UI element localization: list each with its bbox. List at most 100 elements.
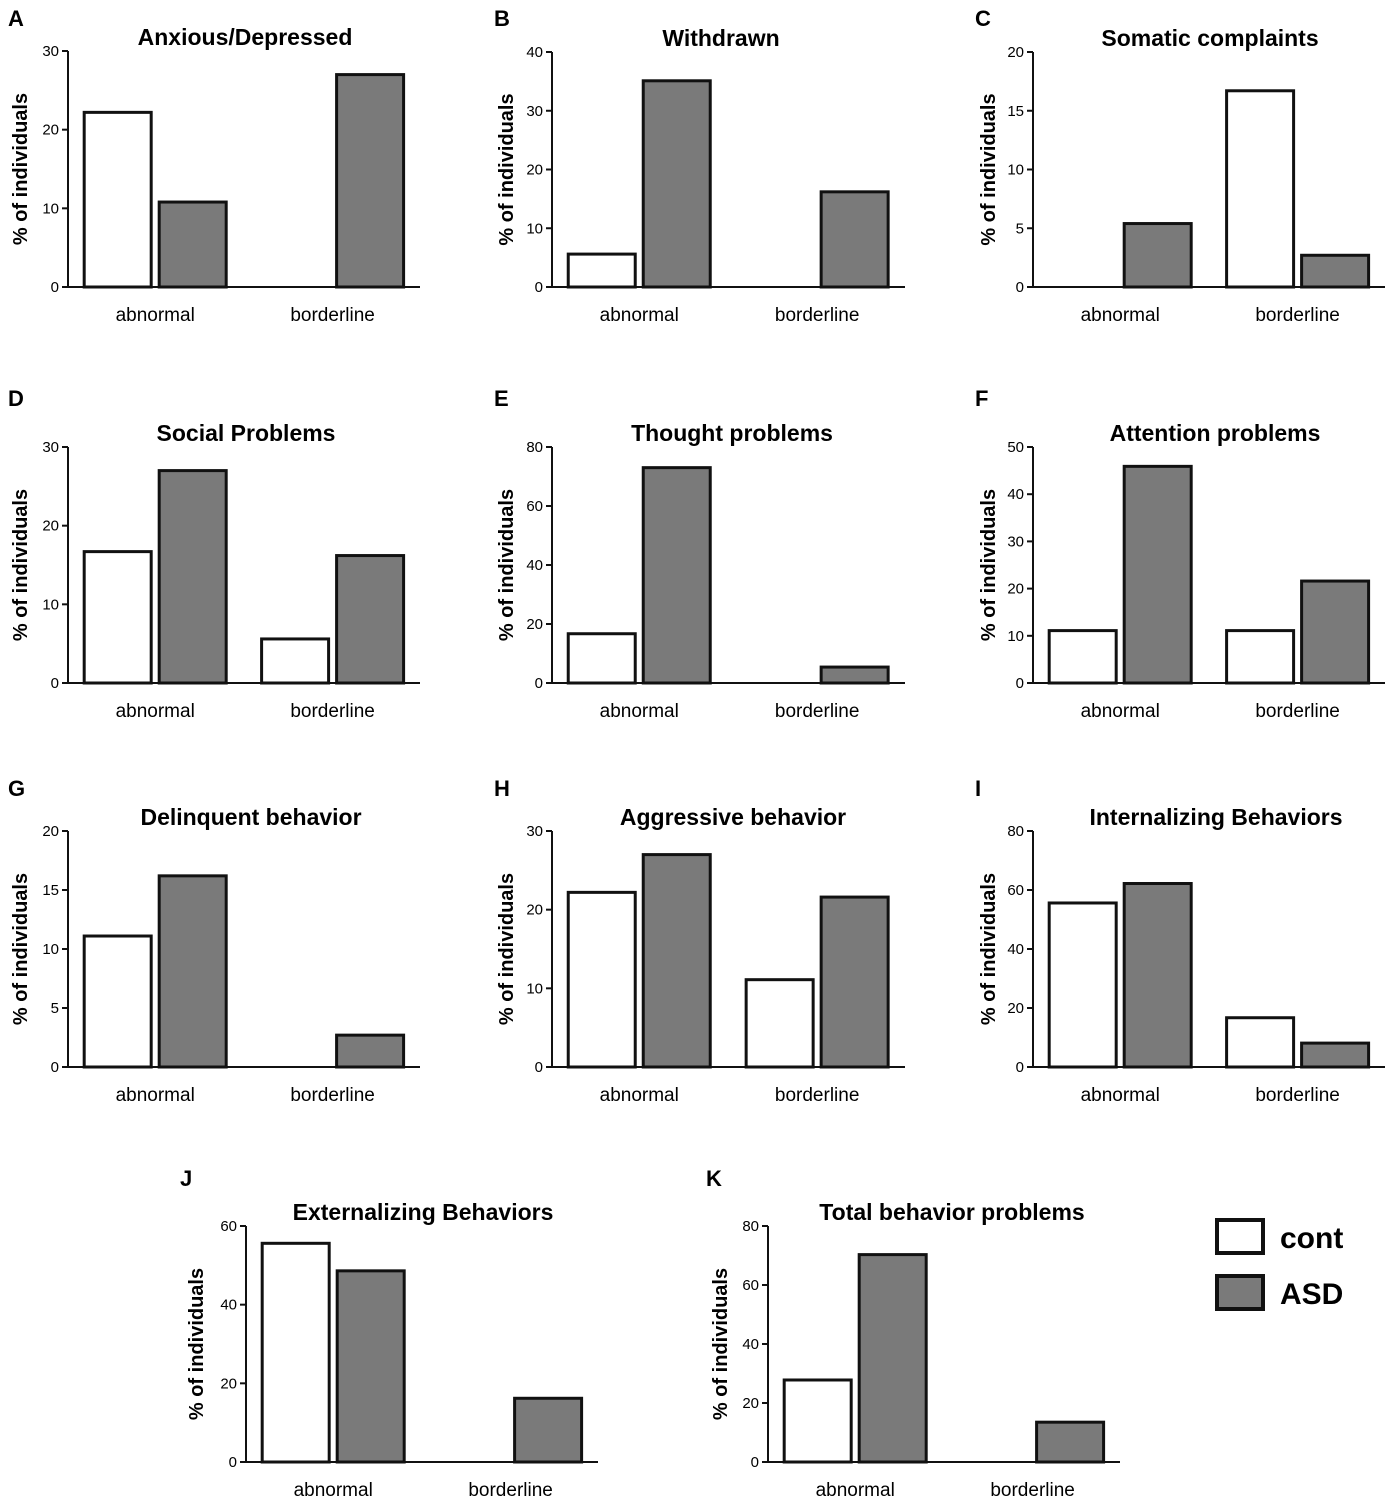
- bar-cont-abnormal: [1047, 901, 1118, 1069]
- y-tick-label: 20: [526, 162, 543, 179]
- x-category-label: borderline: [468, 1480, 553, 1500]
- y-tick-label: 0: [51, 675, 59, 692]
- bar-asd-abnormal: [157, 200, 228, 289]
- panel-letter: E: [494, 386, 509, 411]
- bar-cont-borderline: [1225, 629, 1296, 685]
- bar-asd-borderline: [1300, 253, 1371, 289]
- panel-title: Total behavior problems: [819, 1199, 1084, 1225]
- y-tick-label: 20: [742, 1395, 759, 1412]
- y-axis-label: % of individuals: [10, 489, 32, 641]
- legend-swatch-cont: [1215, 1218, 1265, 1255]
- y-axis-label: % of individuals: [496, 93, 518, 245]
- bar-asd-borderline: [335, 73, 406, 289]
- panel-title: Somatic complaints: [1101, 25, 1318, 51]
- panel-letter: I: [975, 776, 981, 801]
- y-tick-label: 40: [742, 1336, 759, 1353]
- bar-asd-borderline: [1300, 1041, 1371, 1069]
- bar-cont-abnormal: [566, 632, 637, 685]
- bar-cont-abnormal: [1047, 629, 1118, 685]
- panel-title: Delinquent behavior: [140, 804, 361, 830]
- y-tick-label: 20: [42, 122, 59, 139]
- y-tick-label: 20: [1007, 581, 1024, 598]
- y-tick-label: 40: [1007, 941, 1024, 958]
- panel-title: Thought problems: [631, 420, 833, 446]
- bar-asd-borderline: [513, 1396, 584, 1464]
- x-category-label: abnormal: [816, 1480, 895, 1500]
- y-tick-label: 0: [535, 279, 543, 296]
- y-axis-label: % of individuals: [496, 489, 518, 641]
- panel-letter: A: [8, 6, 24, 31]
- panel-h: H Aggressive behavior % of individuals 0 10 2…: [494, 776, 905, 1106]
- panel-letter: G: [8, 776, 25, 801]
- panel-letter: D: [8, 386, 24, 411]
- bar-cont-abnormal: [260, 1241, 331, 1464]
- y-axis-label: % of individuals: [496, 873, 518, 1025]
- y-tick-label: 5: [51, 1000, 59, 1017]
- y-tick-label: 5: [1016, 220, 1024, 237]
- bar-asd-abnormal: [641, 853, 712, 1069]
- x-category-label: abnormal: [294, 1480, 373, 1500]
- y-tick-label: 10: [42, 200, 59, 217]
- panel-letter: F: [975, 386, 988, 411]
- y-tick-label: 10: [526, 220, 543, 237]
- bar-cont-abnormal: [782, 1378, 853, 1464]
- y-tick-label: 20: [42, 823, 59, 840]
- x-category-label: borderline: [775, 1085, 860, 1106]
- bar-asd-abnormal: [1122, 222, 1193, 289]
- y-tick-label: 20: [526, 902, 543, 919]
- x-category-label: abnormal: [600, 1085, 679, 1106]
- panel-letter: K: [706, 1166, 722, 1191]
- panel-b: B Withdrawn % of individuals 0 10 20 30 40 abnor…: [494, 6, 905, 326]
- bar-cont-borderline: [1225, 1016, 1296, 1069]
- y-tick-label: 60: [742, 1277, 759, 1294]
- legend-label-cont: cont: [1280, 1222, 1343, 1255]
- bar-cont-abnormal: [566, 252, 637, 289]
- y-tick-label: 20: [42, 518, 59, 535]
- y-axis-label: % of individuals: [978, 93, 1000, 245]
- x-category-label: abnormal: [1081, 305, 1160, 326]
- panel-i: I Internalizing Behaviors % of individuals…: [975, 776, 1385, 1106]
- bar-asd-abnormal: [157, 469, 228, 685]
- x-category-label: borderline: [1255, 1085, 1340, 1106]
- y-tick-label: 80: [526, 439, 543, 456]
- x-category-label: borderline: [1255, 701, 1340, 722]
- bar-asd-borderline: [819, 190, 890, 289]
- bar-asd-borderline: [335, 554, 406, 685]
- y-tick-label: 0: [535, 1059, 543, 1076]
- x-category-label: abnormal: [116, 1085, 195, 1106]
- y-tick-label: 10: [1007, 628, 1024, 645]
- bar-cont-borderline: [260, 637, 331, 685]
- y-tick-label: 40: [526, 557, 543, 574]
- bar-asd-abnormal: [1122, 882, 1193, 1069]
- x-category-label: abnormal: [1081, 701, 1160, 722]
- panel-letter: C: [975, 6, 991, 31]
- y-tick-label: 0: [1016, 675, 1024, 692]
- y-tick-label: 20: [526, 616, 543, 633]
- y-tick-label: 60: [526, 498, 543, 515]
- x-category-label: abnormal: [600, 305, 679, 326]
- bar-asd-abnormal: [157, 874, 228, 1069]
- x-category-label: borderline: [290, 701, 375, 722]
- y-tick-label: 30: [526, 103, 543, 120]
- bar-cont-borderline: [744, 978, 815, 1069]
- x-category-label: abnormal: [600, 701, 679, 722]
- y-tick-label: 0: [535, 675, 543, 692]
- panel-title: Social Problems: [157, 420, 336, 446]
- bar-asd-abnormal: [857, 1253, 928, 1464]
- y-tick-label: 20: [220, 1375, 237, 1392]
- y-tick-label: 10: [42, 596, 59, 613]
- legend-label-asd: ASD: [1280, 1278, 1343, 1311]
- bar-asd-borderline: [1035, 1420, 1106, 1464]
- bar-asd-borderline: [819, 665, 890, 685]
- panel-letter: H: [494, 776, 510, 801]
- y-tick-label: 15: [42, 882, 59, 899]
- bar-asd-abnormal: [641, 79, 712, 289]
- bar-cont-abnormal: [566, 890, 637, 1069]
- y-tick-label: 0: [51, 1059, 59, 1076]
- x-category-label: abnormal: [1081, 1085, 1160, 1106]
- y-tick-label: 10: [42, 941, 59, 958]
- bar-asd-abnormal: [1122, 464, 1193, 685]
- bar-asd-borderline: [1300, 579, 1371, 685]
- x-category-label: borderline: [290, 1085, 375, 1106]
